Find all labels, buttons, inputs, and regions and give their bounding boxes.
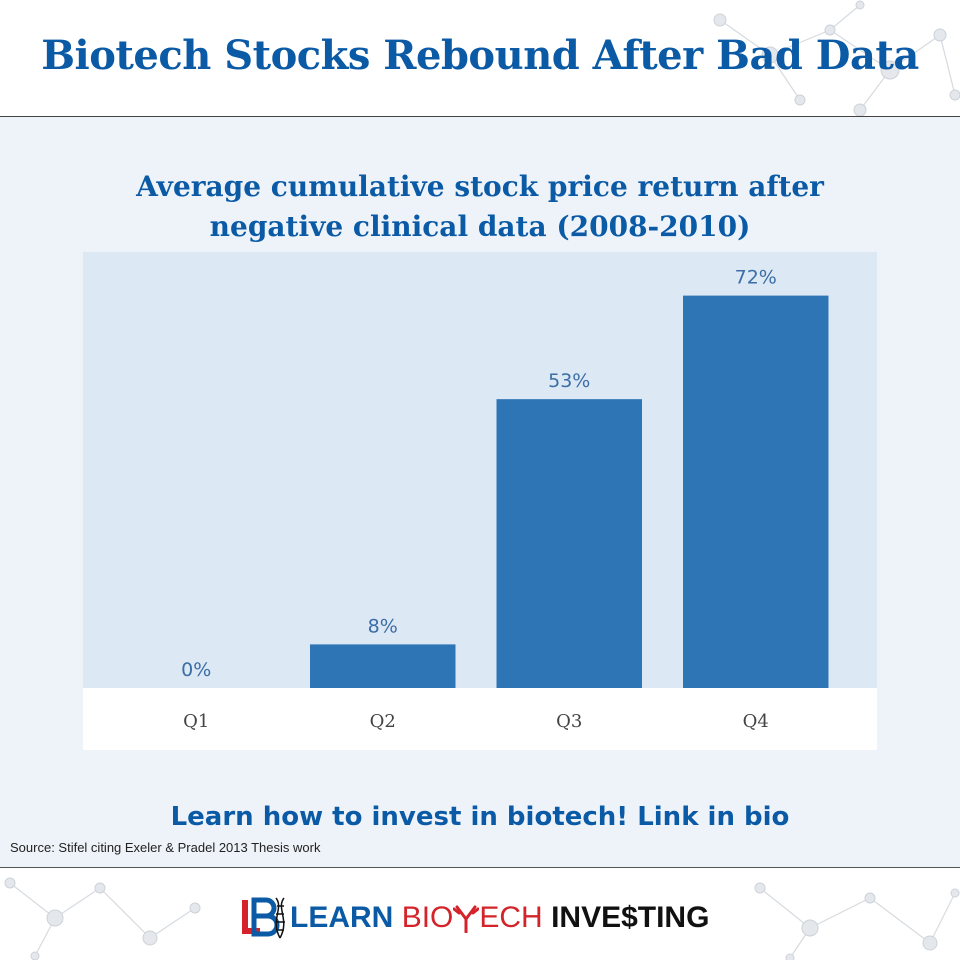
x-tick-label-q4: Q4 (743, 711, 769, 732)
logo-investing-text: INVE$TING (551, 901, 710, 934)
network-decoration (713, 0, 960, 116)
call-to-action: Learn how to invest in biotech! Link in … (170, 802, 790, 832)
header: Biotech Stocks Rebound After Bad Data (0, 0, 960, 117)
bar-chart: 0% Q1 8% Q2 53% Q3 72% Q4 (83, 252, 877, 750)
logo-bio-text: BIO (401, 901, 454, 934)
antibody-y-icon (453, 905, 480, 933)
bar-q4 (683, 295, 829, 688)
network-decoration (4, 877, 960, 960)
x-tick-label-q1: Q1 (183, 711, 209, 732)
chart-title: Average cumulative stock price return af… (80, 167, 880, 247)
chart-title-line-2: negative clinical data (2008-2010) (209, 210, 751, 243)
data-label-q2: 8% (368, 615, 398, 637)
source-note: Source: Stifel citing Exeler & Pradel 20… (10, 840, 321, 855)
x-tick-label-q3: Q3 (556, 711, 582, 732)
logo-learn-text: LEARN (290, 901, 394, 934)
lb-dna-logo-icon (242, 897, 285, 939)
bar-q3 (496, 399, 642, 688)
x-axis-band (83, 688, 877, 750)
data-label-q3: 53% (548, 370, 590, 392)
page-title: Biotech Stocks Rebound After Bad Data (41, 32, 919, 79)
bar-q2 (310, 644, 456, 688)
data-label-q1: 0% (181, 659, 211, 681)
x-tick-label-q2: Q2 (370, 711, 396, 732)
brand-logo: LEARN BIO ECH INVE$TING (240, 896, 709, 940)
footer: LEARN BIO ECH INVE$TING (0, 868, 960, 960)
chart-panel: Average cumulative stock price return af… (0, 117, 960, 868)
logo-tech-text: ECH (479, 901, 543, 934)
data-label-q4: 72% (735, 267, 777, 289)
chart-title-line-1: Average cumulative stock price return af… (136, 170, 824, 203)
